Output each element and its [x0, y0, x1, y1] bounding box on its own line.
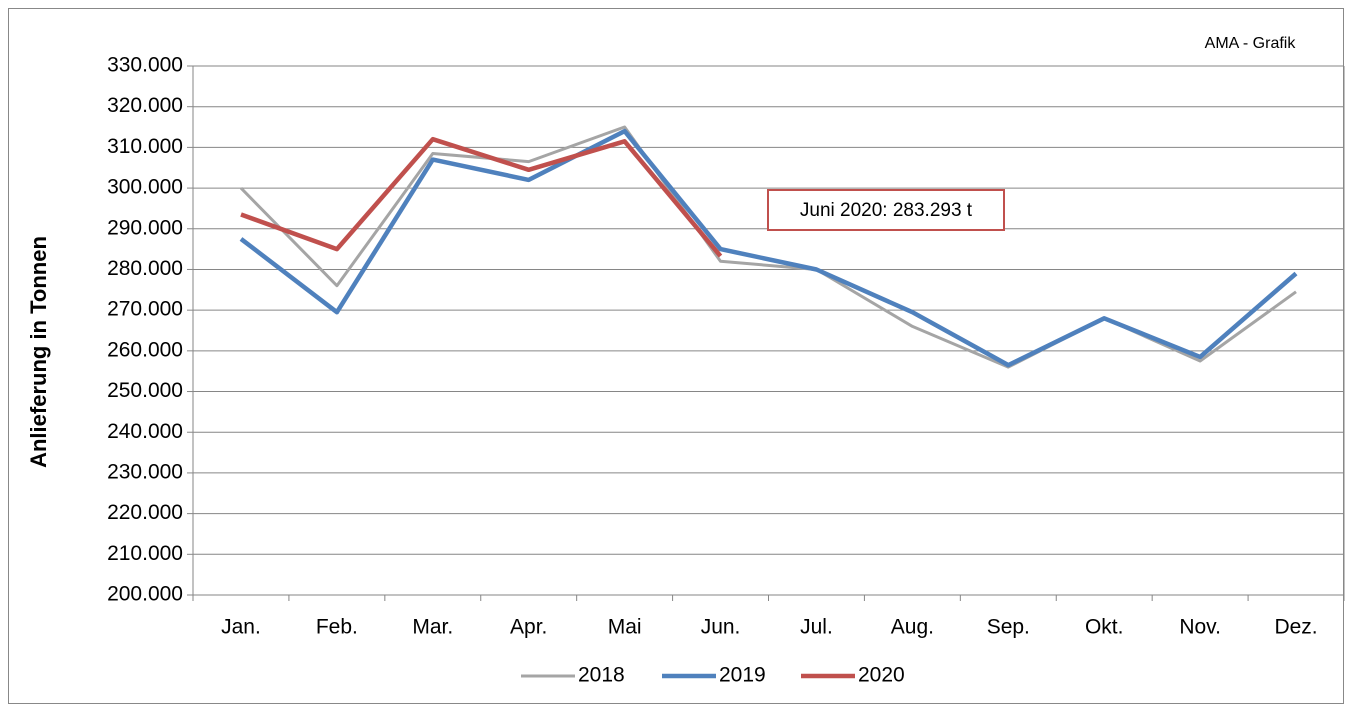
x-tick-label: Jul.: [800, 616, 833, 639]
y-tick-label: 280.000: [107, 257, 183, 280]
x-tick-label: Okt.: [1085, 616, 1124, 639]
legend-label: 2018: [578, 664, 625, 687]
y-tick-label: 270.000: [107, 298, 183, 321]
series-line: [239, 128, 1298, 368]
x-tick-label: Mai: [608, 616, 642, 639]
x-tick-label: Aug.: [891, 616, 934, 639]
y-tick-label: 250.000: [107, 379, 183, 402]
series-line: [240, 136, 723, 258]
x-tick-label: Jan.: [221, 616, 261, 639]
y-tick-label: 290.000: [107, 216, 183, 239]
y-tick-label: 310.000: [107, 135, 183, 158]
y-tick-label: 300.000: [107, 176, 183, 199]
annotation-text: Juni 2020: 283.293 t: [800, 200, 973, 221]
annotation: Juni 2020: 283.293 t: [767, 189, 1005, 231]
y-tick-label: 210.000: [107, 542, 183, 565]
x-tick-label: Apr.: [510, 616, 547, 639]
legend-label: 2019: [719, 664, 766, 687]
y-tick-label: 330.000: [107, 54, 183, 77]
legend-label: 2020: [858, 664, 905, 687]
x-tick-label: Dez.: [1274, 616, 1317, 639]
y-tick-label: 230.000: [107, 460, 183, 483]
chart-frame: [8, 8, 1344, 704]
y-tick-label: 320.000: [107, 94, 183, 117]
annotation-box: [767, 189, 1005, 231]
x-tick-label: Feb.: [316, 616, 358, 639]
y-tick-label: 220.000: [107, 501, 183, 524]
y-tick-label: 260.000: [107, 338, 183, 361]
x-tick-label: Jun.: [701, 616, 741, 639]
x-tick-label: Sep.: [987, 616, 1030, 639]
x-tick-label: Mar.: [412, 616, 453, 639]
x-tick-label: Nov.: [1179, 616, 1221, 639]
source-label: AMA - Grafik: [1205, 35, 1297, 52]
y-tick-label: 200.000: [107, 583, 183, 606]
y-axis-title: Anlieferung in Tonnen: [26, 236, 51, 468]
y-tick-label: 240.000: [107, 420, 183, 443]
